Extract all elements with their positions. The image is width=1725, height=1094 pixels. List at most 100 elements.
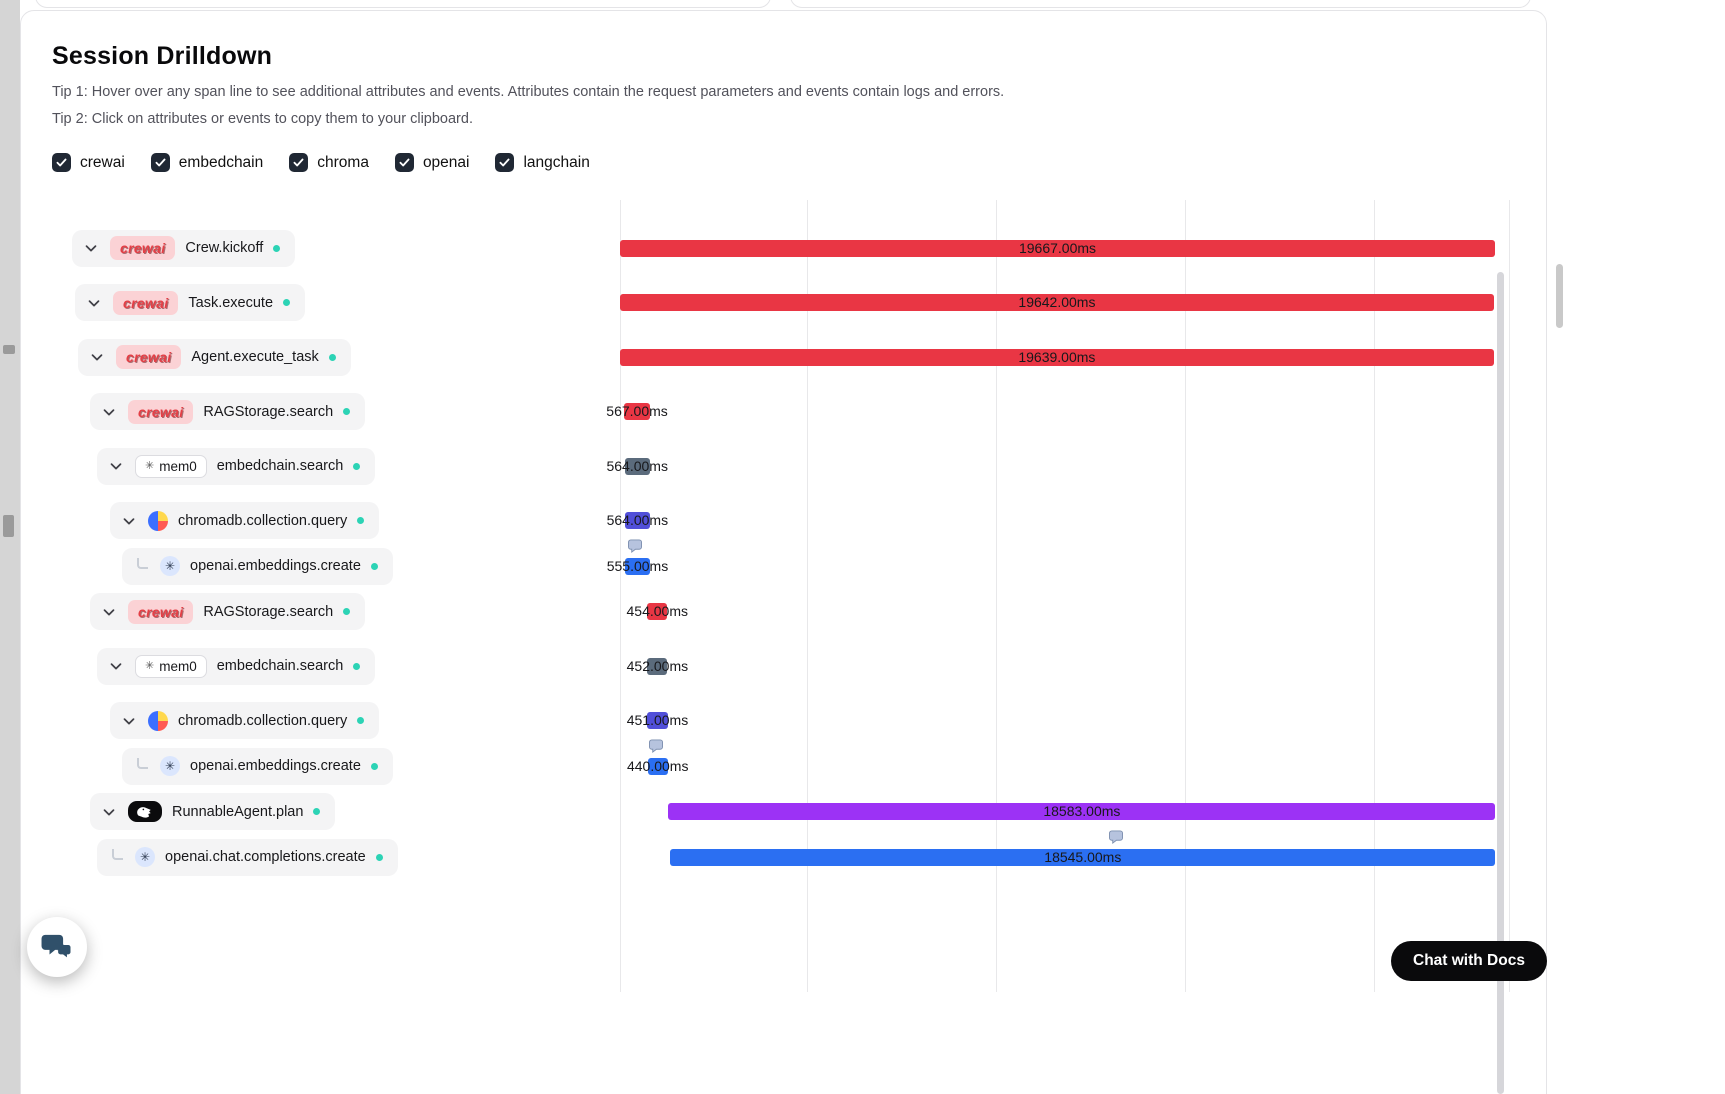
duration-label: 440.00ms	[626, 757, 689, 774]
filter-label: crewai	[80, 153, 125, 171]
filter-label: embedchain	[178, 153, 264, 171]
span-duration-bar[interactable]	[647, 757, 668, 775]
checkbox-checked[interactable]	[495, 153, 515, 172]
chevron-down-icon[interactable]	[85, 294, 103, 312]
checkbox-checked[interactable]	[150, 153, 170, 172]
span-label-openai.chat.completions.create[interactable]: ✳ openai.chat.completions.create	[97, 838, 398, 876]
openai-logo-icon: ✳	[160, 556, 180, 576]
span-duration-bar[interactable]	[624, 512, 650, 529]
crewai-logo-badge: crewai	[110, 236, 176, 260]
status-dot	[357, 717, 365, 724]
duration-label: 19639.00ms	[1018, 348, 1096, 365]
chevron-down-icon[interactable]	[107, 657, 125, 675]
crewai-logo-badge: crewai	[128, 599, 194, 624]
tip-1: Tip 1: Hover over any span line to see a…	[52, 84, 1005, 100]
span-duration-bar[interactable]	[670, 848, 1496, 866]
span-label-RunnableAgent.plan[interactable]: RunnableAgent.plan	[90, 793, 336, 830]
chart-scrollbar[interactable]	[1497, 272, 1504, 1094]
span-duration-bar[interactable]	[620, 294, 1494, 311]
duration-label: 564.00ms	[606, 457, 668, 474]
status-dot	[328, 353, 336, 361]
chevron-down-icon[interactable]	[120, 512, 138, 530]
tree-elbow-icon	[137, 557, 148, 569]
tree-elbow-icon	[137, 757, 148, 769]
duration-label: 555.00ms	[606, 557, 669, 574]
chat-widget-button[interactable]	[27, 917, 87, 977]
duration-label: 18545.00ms	[1044, 848, 1122, 865]
grid-line	[1509, 200, 1510, 992]
span-name: openai.embeddings.create	[190, 758, 361, 774]
span-label-openai.embeddings.create[interactable]: ✳ openai.embeddings.create	[122, 547, 393, 585]
filter-embedchain[interactable]: embedchain	[150, 153, 264, 172]
span-duration-bar[interactable]	[668, 803, 1496, 820]
span-label-RAGStorage.search[interactable]: crewai RAGStorage.search	[90, 393, 366, 430]
chevron-down-icon[interactable]	[88, 348, 106, 366]
span-label-chromadb.collection.query[interactable]: chromadb.collection.query	[110, 702, 380, 739]
status-dot	[273, 244, 281, 252]
duration-label: 564.00ms	[606, 512, 669, 528]
duration-label: 19642.00ms	[1018, 294, 1096, 310]
event-bubble-icon[interactable]	[1108, 830, 1123, 844]
filter-chroma[interactable]: chroma	[289, 153, 369, 172]
event-bubble-icon[interactable]	[649, 739, 664, 753]
span-label-embedchain.search[interactable]: ✳ mem0 embedchain.search	[97, 647, 376, 685]
check-icon	[56, 158, 67, 167]
span-duration-bar[interactable]	[647, 712, 668, 729]
filter-label: openai	[422, 153, 470, 171]
duration-label: 567.00ms	[606, 403, 668, 419]
crewai-logo-badge: crewai	[128, 399, 194, 424]
span-label-embedchain.search[interactable]: ✳ mem0 embedchain.search	[97, 447, 376, 485]
span-label-chromadb.collection.query[interactable]: chromadb.collection.query	[110, 502, 380, 539]
filter-crewai[interactable]: crewai	[52, 153, 125, 172]
checkbox-checked[interactable]	[52, 153, 71, 172]
checkbox-checked[interactable]	[394, 153, 414, 172]
span-name: Agent.execute_task	[191, 349, 319, 365]
span-duration-bar[interactable]	[620, 348, 1494, 366]
event-bubble-icon[interactable]	[628, 539, 643, 553]
crewai-logo-badge: crewai	[116, 345, 182, 369]
mem0-logo-badge: ✳ mem0	[135, 654, 207, 678]
mem0-logo-icon: ✳	[145, 659, 155, 672]
span-label-openai.embeddings.create[interactable]: ✳ openai.embeddings.create	[122, 747, 393, 785]
grid-line	[620, 200, 621, 992]
chevron-down-icon[interactable]	[82, 239, 100, 257]
crewai-logo-badge: crewai	[113, 290, 179, 315]
span-duration-bar[interactable]	[647, 657, 668, 675]
left-edge-artifact	[3, 345, 15, 354]
check-icon	[293, 158, 304, 167]
chevron-down-icon[interactable]	[100, 603, 118, 621]
span-label-Task.execute[interactable]: crewai Task.execute	[75, 284, 306, 321]
span-name: RAGStorage.search	[203, 403, 334, 420]
span-label-RAGStorage.search[interactable]: crewai RAGStorage.search	[90, 593, 366, 630]
filter-openai[interactable]: openai	[394, 153, 470, 172]
chevron-down-icon[interactable]	[100, 803, 118, 821]
tree-elbow-icon	[112, 848, 123, 860]
chat-with-docs-button[interactable]: Chat with Docs	[1391, 941, 1547, 981]
span-label-Agent.execute_task[interactable]: crewai Agent.execute_task	[78, 338, 351, 376]
span-duration-bar[interactable]	[620, 239, 1495, 257]
filter-langchain[interactable]: langchain	[495, 153, 590, 172]
duration-label: 454.00ms	[626, 603, 688, 619]
chevron-down-icon[interactable]	[100, 403, 118, 421]
span-name: Crew.kickoff	[185, 240, 264, 256]
chroma-logo-icon	[148, 710, 168, 731]
page-scrollbar-thumb[interactable]	[1556, 264, 1563, 328]
status-dot	[343, 608, 351, 615]
span-name: chromadb.collection.query	[178, 712, 348, 729]
grid-line	[996, 200, 997, 992]
chevron-down-icon[interactable]	[107, 457, 125, 475]
span-duration-bar[interactable]	[647, 603, 668, 620]
status-dot	[375, 853, 383, 861]
duration-label: 452.00ms	[626, 657, 689, 674]
span-duration-bar[interactable]	[624, 403, 650, 420]
span-label-Crew.kickoff[interactable]: crewai Crew.kickoff	[72, 229, 296, 267]
status-dot	[370, 762, 378, 770]
span-duration-bar[interactable]	[624, 457, 650, 475]
span-name: embedchain.search	[216, 458, 344, 474]
status-dot	[313, 808, 321, 815]
checkbox-checked[interactable]	[289, 153, 309, 172]
grid-line	[1185, 200, 1186, 992]
chevron-down-icon[interactable]	[120, 712, 138, 730]
span-duration-bar[interactable]	[625, 557, 650, 575]
